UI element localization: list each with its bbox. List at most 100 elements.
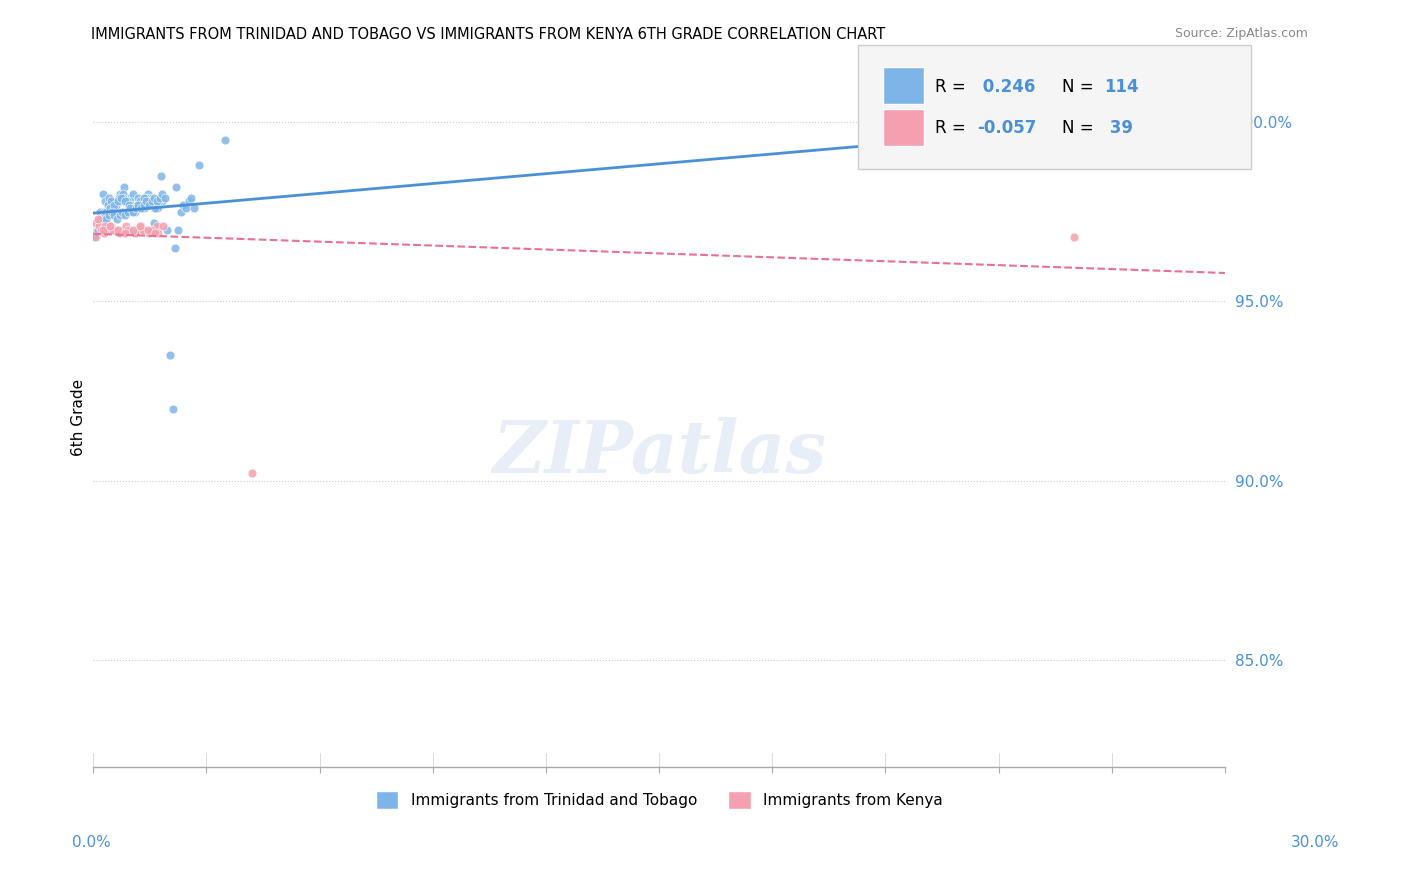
Point <box>107 223 129 237</box>
Point <box>120 201 142 215</box>
Point <box>131 197 153 211</box>
Point <box>91 186 114 201</box>
Point <box>87 223 110 237</box>
Point <box>142 223 165 237</box>
Point <box>117 204 139 219</box>
Point <box>120 197 142 211</box>
Point <box>136 223 159 237</box>
Point <box>86 212 108 227</box>
Point <box>138 197 160 211</box>
Point <box>124 201 146 215</box>
Point <box>124 227 146 241</box>
Point <box>150 169 173 183</box>
Point <box>94 194 117 208</box>
Point <box>187 158 209 172</box>
Point <box>145 219 167 234</box>
Point <box>152 219 174 234</box>
Point <box>150 186 173 201</box>
Point <box>84 227 107 241</box>
Legend: Immigrants from Trinidad and Tobago, Immigrants from Kenya: Immigrants from Trinidad and Tobago, Imm… <box>370 785 949 815</box>
Point <box>180 190 202 204</box>
Point <box>93 204 115 219</box>
Point <box>86 216 108 230</box>
Point <box>162 401 184 416</box>
Point <box>134 223 156 237</box>
Point <box>240 467 263 481</box>
Point <box>94 219 117 234</box>
Point <box>103 201 125 215</box>
Point <box>143 190 166 204</box>
Point <box>165 179 187 194</box>
Point <box>120 223 142 237</box>
Point <box>150 194 173 208</box>
Point <box>145 201 167 215</box>
Point <box>134 194 156 208</box>
Text: IMMIGRANTS FROM TRINIDAD AND TOBAGO VS IMMIGRANTS FROM KENYA 6TH GRADE CORRELATI: IMMIGRANTS FROM TRINIDAD AND TOBAGO VS I… <box>91 27 886 42</box>
Point <box>120 194 142 208</box>
Point <box>93 209 115 223</box>
Point <box>135 190 157 204</box>
Point <box>183 201 205 215</box>
Point <box>129 219 152 234</box>
Point <box>84 223 107 237</box>
Point <box>96 204 118 219</box>
Text: R =: R = <box>935 119 972 136</box>
Point <box>96 223 118 237</box>
Point <box>146 194 169 208</box>
Point <box>114 227 136 241</box>
Point <box>105 212 128 227</box>
Point <box>91 223 114 237</box>
Point <box>100 219 122 234</box>
Text: Source: ZipAtlas.com: Source: ZipAtlas.com <box>1174 27 1308 40</box>
Point <box>131 219 153 234</box>
Point <box>146 201 169 215</box>
Point <box>86 223 108 237</box>
Point <box>121 201 143 215</box>
Point <box>136 194 159 208</box>
Point <box>98 201 121 215</box>
Point <box>100 194 122 208</box>
Point <box>138 190 160 204</box>
Point <box>104 201 127 215</box>
Point <box>131 194 153 208</box>
Point <box>1146 122 1168 136</box>
Text: 30.0%: 30.0% <box>1291 836 1339 850</box>
Point <box>84 216 107 230</box>
Point <box>110 190 132 204</box>
Point <box>115 194 138 208</box>
Point <box>115 219 138 234</box>
Point <box>141 194 163 208</box>
Point <box>117 223 139 237</box>
Text: 39: 39 <box>1104 119 1133 136</box>
Point <box>115 204 138 219</box>
Point <box>90 223 112 237</box>
Point <box>125 197 148 211</box>
Point <box>98 190 121 204</box>
Point <box>124 204 146 219</box>
Point <box>114 194 136 208</box>
Point <box>132 190 155 204</box>
Point <box>1119 115 1142 129</box>
Point <box>93 216 115 230</box>
Point <box>127 223 149 237</box>
Point <box>177 194 200 208</box>
Point <box>98 209 121 223</box>
Point <box>128 194 150 208</box>
Point <box>108 227 131 241</box>
Point <box>108 194 131 208</box>
Point <box>127 190 149 204</box>
Point <box>172 197 194 211</box>
Point <box>127 197 149 211</box>
Point <box>146 227 169 241</box>
Point <box>159 348 181 362</box>
Point <box>111 186 134 201</box>
Text: -0.057: -0.057 <box>977 119 1036 136</box>
Point <box>165 241 187 255</box>
Point <box>84 230 107 244</box>
Point <box>145 201 167 215</box>
Point <box>139 223 162 237</box>
Point <box>138 227 160 241</box>
Point <box>97 204 120 219</box>
Point <box>129 194 152 208</box>
Text: 114: 114 <box>1104 78 1139 96</box>
